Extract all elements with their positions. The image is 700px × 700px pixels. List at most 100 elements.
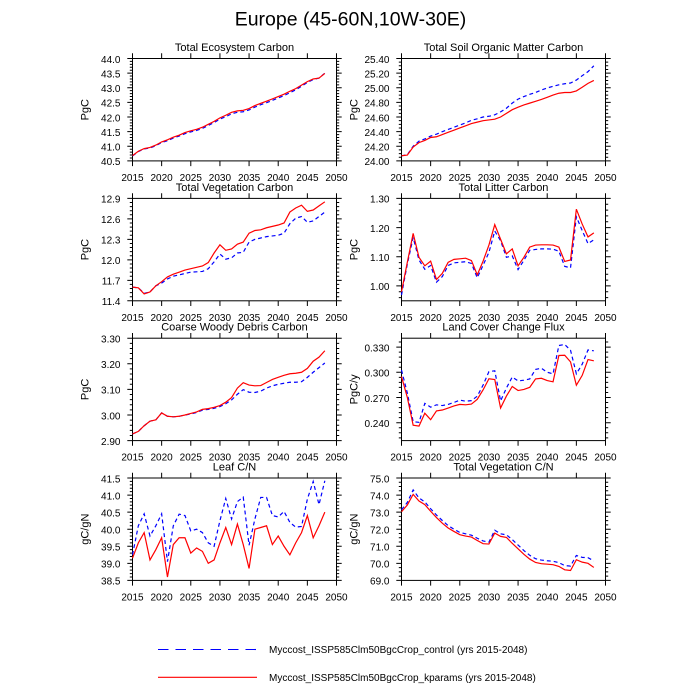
svg-text:40.5: 40.5 xyxy=(101,157,121,168)
svg-text:25.20: 25.20 xyxy=(364,69,389,80)
svg-text:42.0: 42.0 xyxy=(101,113,121,124)
svg-text:1.10: 1.10 xyxy=(370,253,390,264)
svg-text:2045: 2045 xyxy=(296,453,319,464)
svg-text:11.4: 11.4 xyxy=(102,297,121,308)
svg-text:2015: 2015 xyxy=(390,313,413,324)
svg-text:2045: 2045 xyxy=(296,173,319,184)
svg-text:2025: 2025 xyxy=(449,592,472,603)
svg-text:41.5: 41.5 xyxy=(101,474,121,485)
svg-text:2020: 2020 xyxy=(419,313,442,324)
svg-text:2030: 2030 xyxy=(478,592,501,603)
svg-text:Total Soil Organic Matter Carb: Total Soil Organic Matter Carbon xyxy=(424,42,584,54)
svg-text:1.30: 1.30 xyxy=(370,195,390,206)
svg-text:2025: 2025 xyxy=(449,453,472,464)
svg-text:2050: 2050 xyxy=(594,313,617,324)
svg-text:12.3: 12.3 xyxy=(101,236,121,247)
svg-text:PgC: PgC xyxy=(349,239,361,260)
svg-text:Land Cover Change Flux: Land Cover Change Flux xyxy=(442,322,565,334)
svg-text:43.5: 43.5 xyxy=(101,69,121,80)
svg-text:2025: 2025 xyxy=(180,453,203,464)
svg-text:2030: 2030 xyxy=(209,592,232,603)
svg-text:Total Vegetation Carbon: Total Vegetation Carbon xyxy=(176,182,293,194)
svg-text:2045: 2045 xyxy=(296,313,319,324)
svg-text:3.00: 3.00 xyxy=(101,411,121,422)
svg-text:39.5: 39.5 xyxy=(101,543,121,554)
svg-text:24.60: 24.60 xyxy=(364,113,389,124)
svg-text:71.0: 71.0 xyxy=(370,543,390,554)
svg-text:2020: 2020 xyxy=(419,592,442,603)
svg-text:2030: 2030 xyxy=(478,453,501,464)
svg-text:PgC: PgC xyxy=(80,239,92,260)
svg-text:PgC/y: PgC/y xyxy=(349,374,361,404)
svg-text:69.0: 69.0 xyxy=(370,577,390,588)
svg-text:Europe (45-60N,10W-30E): Europe (45-60N,10W-30E) xyxy=(235,9,467,31)
svg-text:0.300: 0.300 xyxy=(364,369,389,380)
svg-text:2040: 2040 xyxy=(536,173,559,184)
svg-text:70.0: 70.0 xyxy=(370,560,390,571)
svg-text:75.0: 75.0 xyxy=(370,474,390,485)
svg-text:PgC: PgC xyxy=(349,99,361,120)
svg-text:2040: 2040 xyxy=(267,313,290,324)
svg-text:Coarse Woody Debris Carbon: Coarse Woody Debris Carbon xyxy=(161,322,308,334)
svg-text:41.5: 41.5 xyxy=(101,128,121,139)
svg-text:2045: 2045 xyxy=(565,592,588,603)
svg-text:25.00: 25.00 xyxy=(364,84,389,95)
svg-text:3.10: 3.10 xyxy=(101,386,121,397)
svg-text:3.30: 3.30 xyxy=(101,335,121,346)
svg-text:3.20: 3.20 xyxy=(101,360,121,371)
svg-text:2015: 2015 xyxy=(121,173,144,184)
svg-text:2050: 2050 xyxy=(594,173,617,184)
svg-text:Leaf C/N: Leaf C/N xyxy=(213,462,256,474)
svg-text:2035: 2035 xyxy=(507,592,530,603)
svg-text:1.20: 1.20 xyxy=(370,224,390,235)
svg-text:2025: 2025 xyxy=(180,173,203,184)
svg-text:42.5: 42.5 xyxy=(101,99,121,110)
svg-text:12.6: 12.6 xyxy=(101,215,121,226)
svg-text:2035: 2035 xyxy=(507,173,530,184)
svg-text:2020: 2020 xyxy=(150,592,173,603)
svg-text:2050: 2050 xyxy=(594,592,617,603)
svg-text:2035: 2035 xyxy=(238,173,261,184)
svg-text:0.330: 0.330 xyxy=(364,343,389,354)
svg-text:PgC: PgC xyxy=(80,379,92,400)
svg-text:44.0: 44.0 xyxy=(101,55,121,66)
svg-text:2040: 2040 xyxy=(267,173,290,184)
svg-text:12.0: 12.0 xyxy=(101,256,121,267)
svg-text:2050: 2050 xyxy=(594,453,617,464)
svg-text:2040: 2040 xyxy=(267,592,290,603)
svg-text:2045: 2045 xyxy=(565,453,588,464)
svg-text:2035: 2035 xyxy=(507,313,530,324)
svg-text:1.00: 1.00 xyxy=(370,282,390,293)
svg-text:2035: 2035 xyxy=(238,313,261,324)
svg-text:2040: 2040 xyxy=(536,592,559,603)
svg-text:40.5: 40.5 xyxy=(101,508,121,519)
svg-text:2030: 2030 xyxy=(478,313,501,324)
svg-text:2030: 2030 xyxy=(209,173,232,184)
svg-text:12.9: 12.9 xyxy=(101,195,121,206)
svg-text:Total Vegetation C/N: Total Vegetation C/N xyxy=(453,462,553,474)
svg-text:2050: 2050 xyxy=(325,453,348,464)
svg-text:41.0: 41.0 xyxy=(101,491,121,502)
svg-text:41.0: 41.0 xyxy=(101,143,121,154)
svg-text:2040: 2040 xyxy=(536,313,559,324)
svg-text:PgC: PgC xyxy=(80,99,92,120)
svg-text:2045: 2045 xyxy=(565,313,588,324)
svg-text:2015: 2015 xyxy=(390,453,413,464)
svg-text:2025: 2025 xyxy=(180,313,203,324)
svg-text:74.0: 74.0 xyxy=(370,491,390,502)
svg-text:0.240: 0.240 xyxy=(364,419,389,430)
svg-text:2035: 2035 xyxy=(238,453,261,464)
svg-text:2020: 2020 xyxy=(150,173,173,184)
svg-text:2020: 2020 xyxy=(419,173,442,184)
svg-text:2025: 2025 xyxy=(449,173,472,184)
svg-text:2045: 2045 xyxy=(565,173,588,184)
svg-text:2050: 2050 xyxy=(325,173,348,184)
svg-text:25.40: 25.40 xyxy=(364,55,389,66)
svg-text:Total Ecosystem Carbon: Total Ecosystem Carbon xyxy=(175,42,294,54)
svg-text:2040: 2040 xyxy=(267,453,290,464)
svg-text:2030: 2030 xyxy=(209,453,232,464)
svg-text:2030: 2030 xyxy=(478,173,501,184)
svg-text:2025: 2025 xyxy=(180,592,203,603)
svg-text:2050: 2050 xyxy=(325,313,348,324)
svg-text:2015: 2015 xyxy=(121,592,144,603)
